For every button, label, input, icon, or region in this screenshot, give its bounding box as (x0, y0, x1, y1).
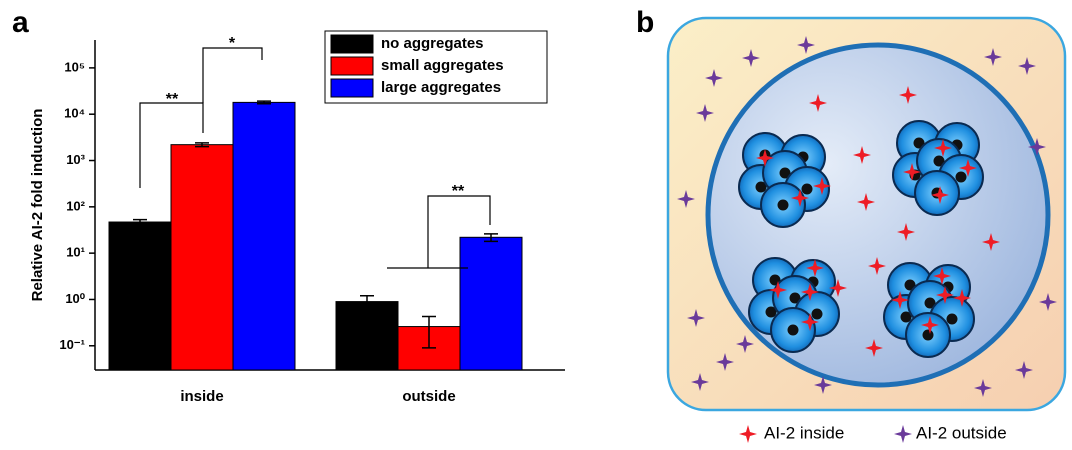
significance-bracket (203, 48, 262, 103)
panel-label: b (636, 6, 654, 39)
legend-marker (894, 425, 912, 443)
aggregate-boundary (708, 45, 1048, 385)
bar (233, 102, 295, 370)
y-tick-label: 10¹ (66, 245, 85, 260)
nucleus (802, 184, 813, 195)
y-tick-label: 10⁵ (64, 59, 85, 74)
legend-label: no aggregates (381, 35, 484, 52)
x-tick-label: inside (180, 388, 223, 405)
legend-marker (739, 425, 757, 443)
nucleus (923, 330, 934, 341)
legend-swatch (331, 35, 373, 53)
nucleus (778, 200, 789, 211)
y-tick-label: 10³ (66, 152, 85, 167)
significance-label: ** (452, 183, 465, 200)
nucleus (947, 314, 958, 325)
y-tick-label: 10⁴ (64, 106, 85, 121)
nucleus (788, 325, 799, 336)
y-tick-label: 10² (66, 198, 85, 213)
y-tick-label: 10⁰ (65, 291, 85, 306)
panel-label: a (12, 6, 29, 39)
bar (460, 237, 522, 370)
y-tick-label: 10⁻¹ (59, 337, 85, 352)
legend-swatch (331, 79, 373, 97)
nucleus (956, 172, 967, 183)
legend-swatch (331, 57, 373, 75)
legend-label: small aggregates (381, 57, 504, 74)
diagram-legend: AI-2 inside AI-2 outside (739, 423, 1007, 443)
legend-label: AI-2 outside (916, 423, 1007, 442)
legend-label: AI-2 inside (764, 423, 844, 442)
bar (336, 302, 398, 370)
bar-chart: 10⁻¹ 10⁰ 10¹ 10² 10³ 10⁴ 10⁵ inside outside no ag… (59, 31, 547, 405)
legend-label: large aggregates (381, 79, 501, 96)
bar (109, 222, 171, 370)
significance-label: * (229, 35, 236, 52)
y-axis-label: Relative AI-2 fold induction (29, 109, 46, 302)
nucleus (812, 309, 823, 320)
figure: a b Relative AI-2 fold induction 10⁻¹ 10⁰… (0, 0, 1072, 445)
significance-label: ** (166, 91, 179, 108)
x-tick-label: outside (402, 388, 455, 405)
bar (171, 145, 233, 370)
